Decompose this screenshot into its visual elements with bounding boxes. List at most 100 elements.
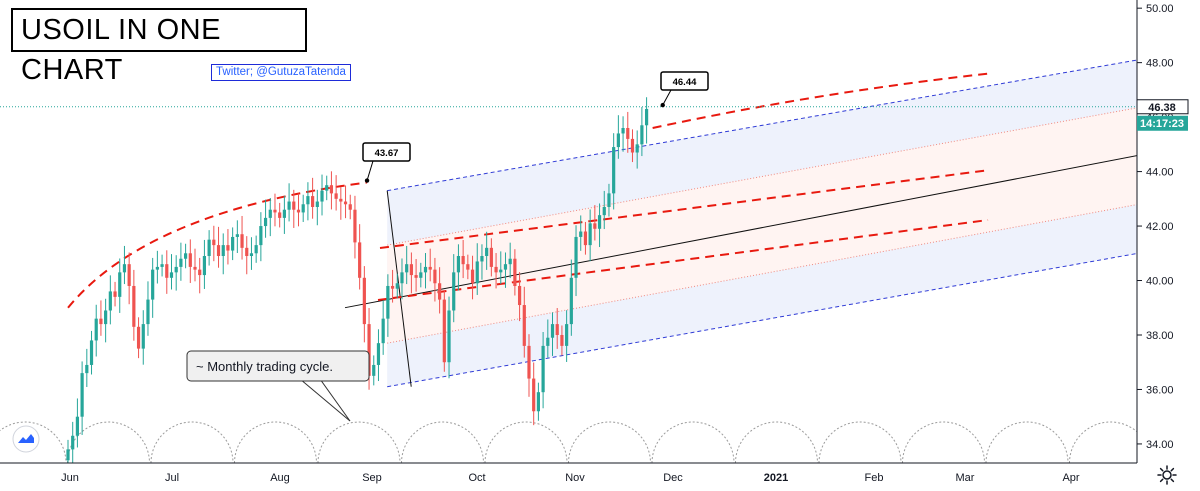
candle-body <box>447 310 451 363</box>
candle-body <box>546 337 550 346</box>
candle-body <box>155 266 159 270</box>
candle-body <box>151 269 155 300</box>
candle-body <box>532 378 536 412</box>
annotation-46-44-box <box>660 71 709 91</box>
cycle-arc <box>234 421 317 464</box>
cycle-note-box <box>186 350 370 382</box>
x-tick-label: Nov <box>565 472 585 484</box>
cycle-arc <box>67 421 150 464</box>
candle-body <box>292 201 296 210</box>
candle-body <box>301 204 305 213</box>
candle-body <box>249 253 254 257</box>
candle-body <box>466 264 470 270</box>
candle-body <box>503 264 508 270</box>
candle-body <box>235 234 239 237</box>
candle-body <box>527 345 531 379</box>
candle-body <box>136 326 141 349</box>
candle-body <box>268 209 272 218</box>
candle-body <box>513 258 517 286</box>
candle-body <box>245 247 249 257</box>
channel-inner-lower <box>387 201 1154 344</box>
candle-body <box>226 245 230 251</box>
candle-body <box>550 324 555 338</box>
cycle-arc <box>150 421 234 464</box>
candle-body <box>104 310 108 325</box>
candle-body <box>433 269 437 284</box>
candle-body <box>612 147 616 194</box>
candle-body <box>565 324 569 346</box>
candle-body <box>188 253 192 267</box>
cycle-arc <box>651 421 735 464</box>
tradingview-logo-icon[interactable] <box>12 425 40 453</box>
candle-body <box>593 223 597 229</box>
candle-body <box>296 209 301 213</box>
countdown-box <box>1137 115 1188 131</box>
candle-body <box>409 264 413 276</box>
red-dash-lower-mid <box>377 219 989 301</box>
candle-body <box>202 256 207 276</box>
candle-body <box>141 324 145 349</box>
candle-body <box>240 234 244 248</box>
candle-body <box>536 392 540 412</box>
candle-body <box>456 256 461 273</box>
candle-body <box>395 283 399 289</box>
candle-body <box>282 209 286 218</box>
candle-body <box>386 285 390 319</box>
gear-icon[interactable] <box>1156 464 1178 486</box>
candle-body <box>569 277 573 325</box>
cycle-arc <box>568 421 651 464</box>
candle-body <box>193 266 197 270</box>
annotation-43-67-box <box>362 142 411 162</box>
candle-body <box>179 258 183 267</box>
price-label: 46.38 <box>1148 102 1176 114</box>
candle-body <box>207 239 211 257</box>
candle-body <box>583 231 588 246</box>
candle-body <box>108 291 112 311</box>
y-tick-label: 50.00 <box>1146 3 1174 15</box>
candle-body <box>216 245 221 257</box>
x-tick-label: Jul <box>165 472 179 484</box>
candle-body <box>339 198 343 202</box>
y-tick-label: 36.00 <box>1146 384 1174 396</box>
channel-inner-fill <box>387 104 1154 344</box>
candle-body <box>635 144 639 153</box>
candle-body <box>405 264 409 273</box>
candle-body <box>574 236 578 278</box>
candle-body <box>381 318 385 344</box>
y-tick-label: 42.00 <box>1146 221 1174 233</box>
candle-body <box>315 201 319 207</box>
candle-body <box>390 285 395 289</box>
candle-body <box>122 264 127 273</box>
channel-upper-line <box>387 56 1154 192</box>
candle-body <box>630 138 635 153</box>
time-axis-bg <box>0 463 1200 491</box>
candle-body <box>75 416 80 436</box>
annotation-46-44-pointer <box>662 89 672 106</box>
candle-body <box>89 340 94 365</box>
channel-edge <box>386 190 412 387</box>
candle-body <box>438 283 442 300</box>
x-tick-label: Feb <box>865 472 884 484</box>
candle-body <box>475 261 479 284</box>
cycle-arc <box>1069 421 1152 464</box>
candle-body <box>602 206 606 216</box>
y-tick-label: 44.00 <box>1146 167 1174 179</box>
candle-body <box>311 196 315 207</box>
candle-body <box>343 201 348 205</box>
x-tick-label: 2021 <box>764 472 788 484</box>
candle-body <box>423 266 428 273</box>
candle-body <box>485 247 489 257</box>
candle-body <box>287 201 291 210</box>
candle-body <box>329 185 334 194</box>
candle-body <box>263 217 268 227</box>
candle-body <box>184 253 188 259</box>
cycle-arc <box>484 421 568 464</box>
annotation-46-44-dot <box>660 102 665 108</box>
candle-body <box>541 345 545 393</box>
countdown-label: 14:17:23 <box>1140 118 1184 130</box>
channel-inner-upper <box>387 104 1154 246</box>
candle-body <box>169 272 174 278</box>
candle-body <box>127 264 131 286</box>
